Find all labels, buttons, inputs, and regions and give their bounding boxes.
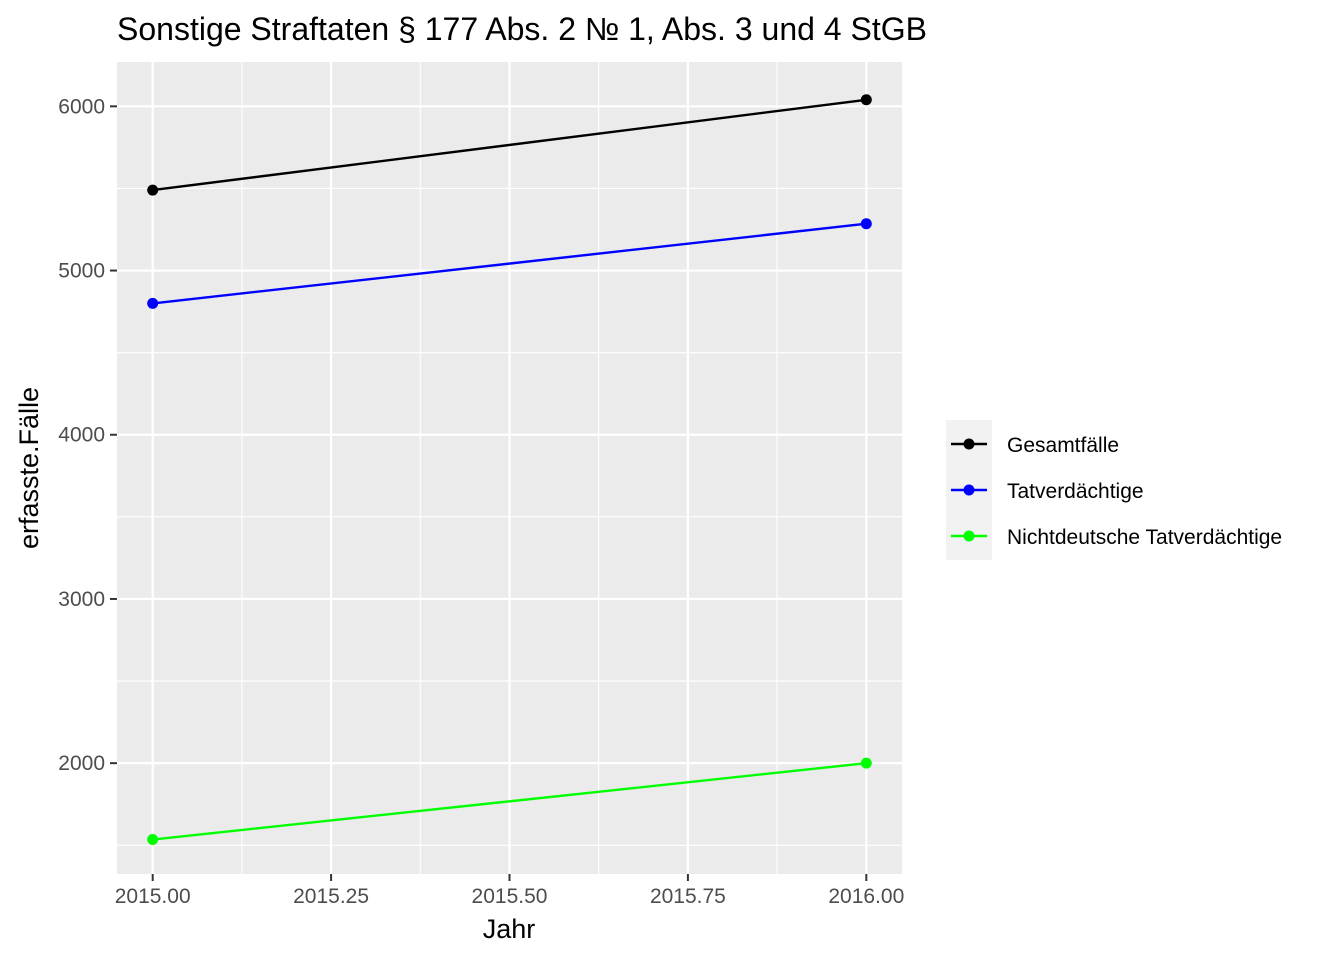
legend-item: Tatverdächtige	[951, 480, 1144, 503]
series-0	[147, 94, 872, 196]
legend-key-point	[963, 484, 975, 496]
x-axis-title: Jahr	[483, 914, 536, 944]
data-point	[860, 218, 872, 230]
x-tick-label: 2015.75	[650, 885, 726, 908]
x-tick-label: 2015.00	[115, 885, 191, 908]
major-gridlines	[117, 62, 902, 874]
y-axis: 2000 3000 4000 5000 6000	[58, 95, 117, 775]
data-point	[147, 184, 159, 196]
y-tick-label: 2000	[58, 752, 105, 775]
chart-title: Sonstige Straftaten § 177 Abs. 2 № 1, Ab…	[117, 11, 927, 47]
legend-item: Gesamtfälle	[951, 434, 1119, 457]
x-axis: 2015.00 2015.25 2015.50 2015.75 2016.00	[115, 874, 904, 908]
series-line	[152, 98, 867, 192]
data-point	[147, 297, 159, 309]
y-axis-title: erfasste.Fälle	[14, 387, 44, 549]
data-point	[147, 834, 159, 846]
legend-key-point	[963, 530, 975, 542]
legend-label: Gesamtfälle	[1007, 434, 1119, 457]
series-line	[152, 222, 867, 305]
y-tick-label: 3000	[58, 588, 105, 611]
data-point	[860, 757, 872, 769]
x-tick-label: 2015.25	[293, 885, 369, 908]
legend-item: Nichtdeutsche Tatverdächtige	[951, 526, 1282, 549]
y-tick-label: 4000	[58, 424, 105, 447]
y-tick-label: 5000	[58, 260, 105, 283]
series-layer	[147, 94, 872, 846]
x-tick-label: 2015.50	[472, 885, 548, 908]
legend: Gesamtfälle Tatverdächtige Nichtdeutsche T…	[946, 420, 1282, 560]
series-line	[152, 761, 867, 841]
data-point	[860, 94, 872, 106]
legend-key-point	[963, 438, 975, 450]
series-2	[147, 757, 872, 846]
x-tick-label: 2016.00	[828, 885, 904, 908]
legend-label: Nichtdeutsche Tatverdächtige	[1007, 526, 1282, 549]
series-1	[147, 218, 872, 309]
legend-label: Tatverdächtige	[1007, 480, 1144, 503]
y-tick-label: 6000	[58, 95, 105, 118]
